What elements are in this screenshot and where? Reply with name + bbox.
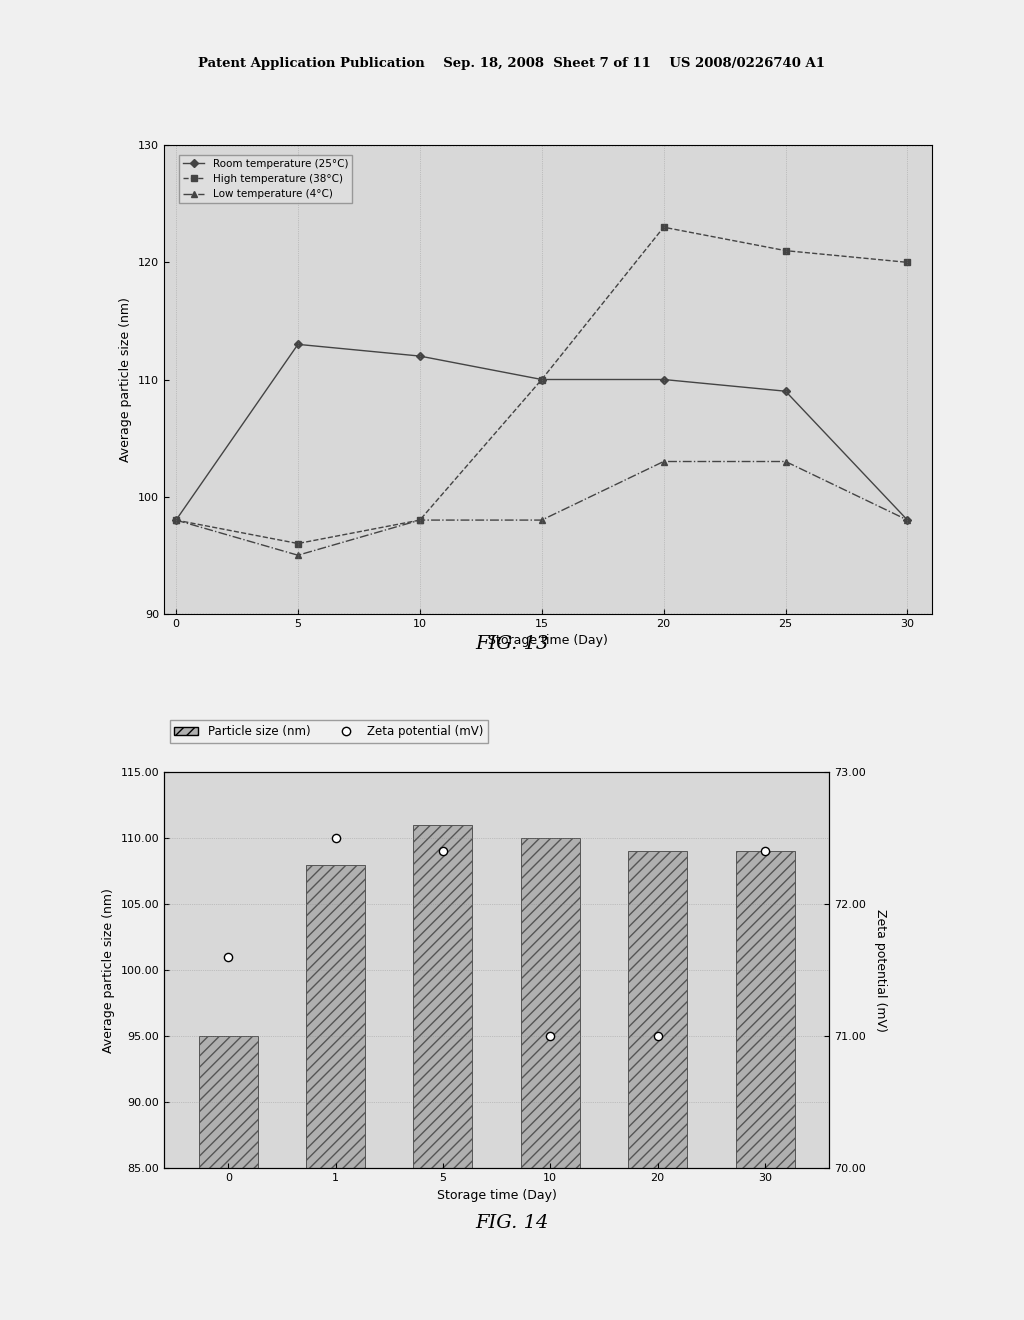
Bar — [414, 825, 472, 1320]
Text: FIG. 13: FIG. 13 — [475, 635, 549, 653]
Bar — [521, 838, 580, 1320]
Bar — [306, 865, 366, 1320]
Point — [328, 828, 344, 849]
High temperature (38°C) — [657, 219, 670, 235]
Line: Low temperature (4°C): Low temperature (4°C) — [173, 458, 910, 558]
Y-axis label: Zeta potential (mV): Zeta potential (mV) — [874, 908, 887, 1032]
Room temperature (25°C) — [414, 348, 426, 364]
Point — [220, 946, 237, 968]
High temperature (38°C) — [414, 512, 426, 528]
Bar — [628, 851, 687, 1320]
Low temperature (4°C) — [779, 454, 792, 470]
Bar — [735, 851, 795, 1320]
High temperature (38°C) — [901, 255, 913, 271]
Text: Patent Application Publication    Sep. 18, 2008  Sheet 7 of 11    US 2008/022674: Patent Application Publication Sep. 18, … — [199, 57, 825, 70]
Point — [649, 1026, 666, 1047]
High temperature (38°C) — [292, 536, 304, 552]
Text: FIG. 14: FIG. 14 — [475, 1213, 549, 1232]
Low temperature (4°C) — [901, 512, 913, 528]
Y-axis label: Average particle size (nm): Average particle size (nm) — [120, 297, 132, 462]
Low temperature (4°C) — [414, 512, 426, 528]
Point — [542, 1026, 558, 1047]
Room temperature (25°C) — [657, 372, 670, 388]
Room temperature (25°C) — [779, 383, 792, 399]
Legend: Room temperature (25°C), High temperature (38°C), Low temperature (4°C): Room temperature (25°C), High temperatur… — [179, 154, 352, 203]
High temperature (38°C) — [170, 512, 182, 528]
High temperature (38°C) — [536, 372, 548, 388]
Line: Room temperature (25°C): Room temperature (25°C) — [173, 342, 910, 523]
Low temperature (4°C) — [170, 512, 182, 528]
Room temperature (25°C) — [170, 512, 182, 528]
High temperature (38°C) — [779, 243, 792, 259]
Room temperature (25°C) — [536, 372, 548, 388]
X-axis label: Storage time (Day): Storage time (Day) — [487, 634, 608, 647]
Low temperature (4°C) — [292, 548, 304, 564]
Room temperature (25°C) — [292, 337, 304, 352]
Point — [757, 841, 773, 862]
Point — [435, 841, 452, 862]
X-axis label: Storage time (Day): Storage time (Day) — [436, 1188, 557, 1201]
Low temperature (4°C) — [536, 512, 548, 528]
Low temperature (4°C) — [657, 454, 670, 470]
Y-axis label: Average particle size (nm): Average particle size (nm) — [101, 888, 115, 1052]
Legend: Particle size (nm), Zeta potential (mV): Particle size (nm), Zeta potential (mV) — [170, 721, 487, 743]
Bar — [199, 1036, 258, 1320]
Room temperature (25°C) — [901, 512, 913, 528]
Line: High temperature (38°C): High temperature (38°C) — [173, 224, 910, 546]
